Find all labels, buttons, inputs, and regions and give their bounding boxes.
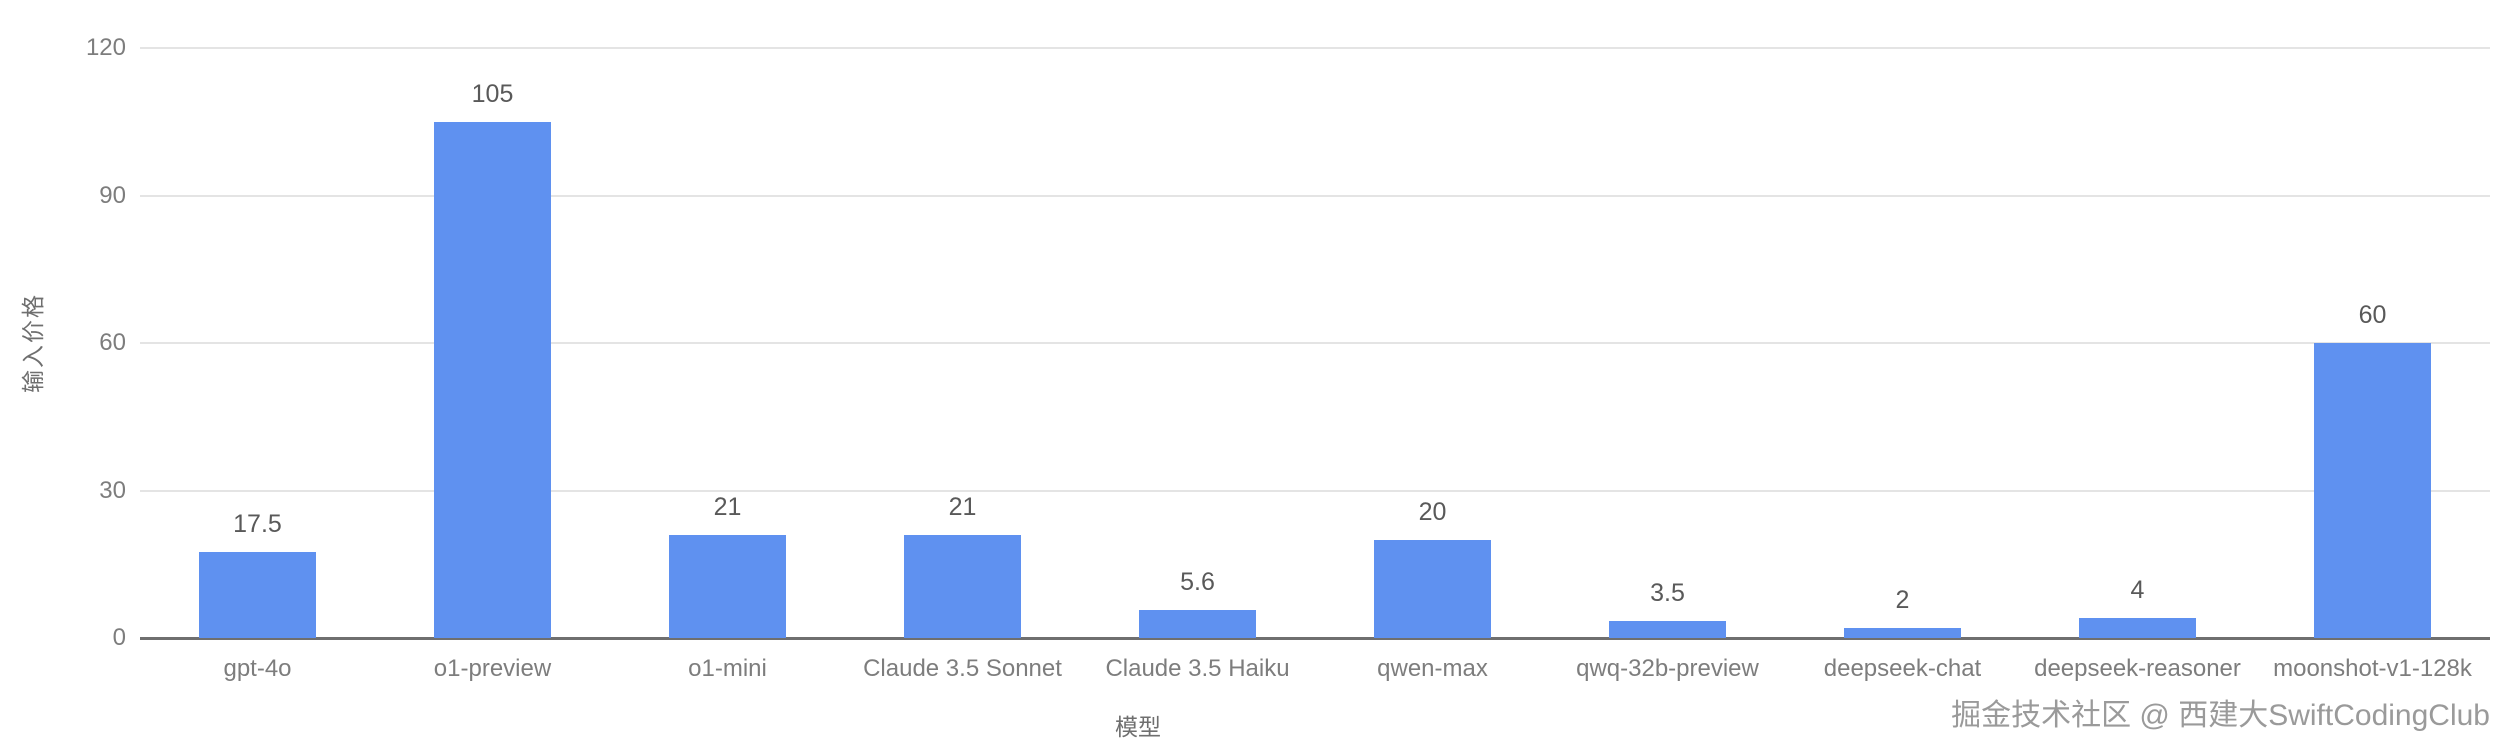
x-tick-label: deepseek-reasoner [2034, 655, 2241, 682]
bar-value-label: 17.5 [233, 509, 282, 538]
x-tick-label: qwen-max [1377, 655, 1488, 682]
bar-Claude 3.5 Sonnet[interactable] [904, 534, 1021, 638]
bar-value-label: 60 [2358, 301, 2387, 329]
y-tick-label: 90 [99, 181, 126, 209]
y-tick-label: 120 [85, 34, 126, 61]
gridline [140, 47, 2490, 49]
gridline [140, 489, 2490, 492]
bar-value-label: 21 [948, 492, 977, 521]
watermark: 掘金技术社区 @ 西建大SwiftCodingClub [1951, 699, 2490, 732]
y-tick-label: 60 [99, 329, 126, 356]
bar-value-label: 21 [713, 492, 742, 521]
x-axis-title: 模型 [1115, 714, 1161, 740]
x-axis-line [140, 637, 2490, 640]
x-tick-label: Claude 3.5 Haiku [1105, 655, 1290, 682]
bar-Claude 3.5 Haiku[interactable] [1139, 610, 1256, 638]
bar-o1-mini[interactable] [669, 534, 786, 638]
bar-deepseek-chat[interactable] [1844, 628, 1961, 638]
bar-value-label: 2 [1895, 586, 1910, 615]
x-tick-label: deepseek-chat [1823, 655, 1982, 682]
bar-value-label: 105 [471, 79, 514, 108]
x-tick-label: o1-preview [433, 655, 552, 682]
bar-value-label: 5.6 [1180, 568, 1215, 597]
bar-value-label: 3.5 [1650, 578, 1685, 607]
bar-value-label: 4 [2130, 576, 2145, 605]
gridline [140, 342, 2490, 344]
y-tick-label: 0 [112, 624, 126, 651]
bar-gpt-4o[interactable] [199, 551, 316, 638]
bar-deepseek-reasoner[interactable] [2079, 618, 2196, 638]
y-tick-label: 30 [99, 476, 126, 504]
bar-o1-preview[interactable] [434, 121, 551, 638]
x-tick-label: qwq-32b-preview [1576, 655, 1759, 682]
bar-moonshot-v1-128k[interactable] [2314, 343, 2431, 638]
bar-qwq-32b-preview[interactable] [1609, 620, 1726, 638]
x-tick-label: o1-mini [688, 655, 767, 682]
x-tick-label: gpt-4o [223, 655, 292, 682]
bar-value-label: 20 [1418, 497, 1447, 526]
bar-qwen-max[interactable] [1374, 539, 1491, 638]
gridline [140, 194, 2490, 197]
x-tick-label: Claude 3.5 Sonnet [863, 655, 1062, 682]
x-tick-label: moonshot-v1-128k [2273, 655, 2472, 682]
